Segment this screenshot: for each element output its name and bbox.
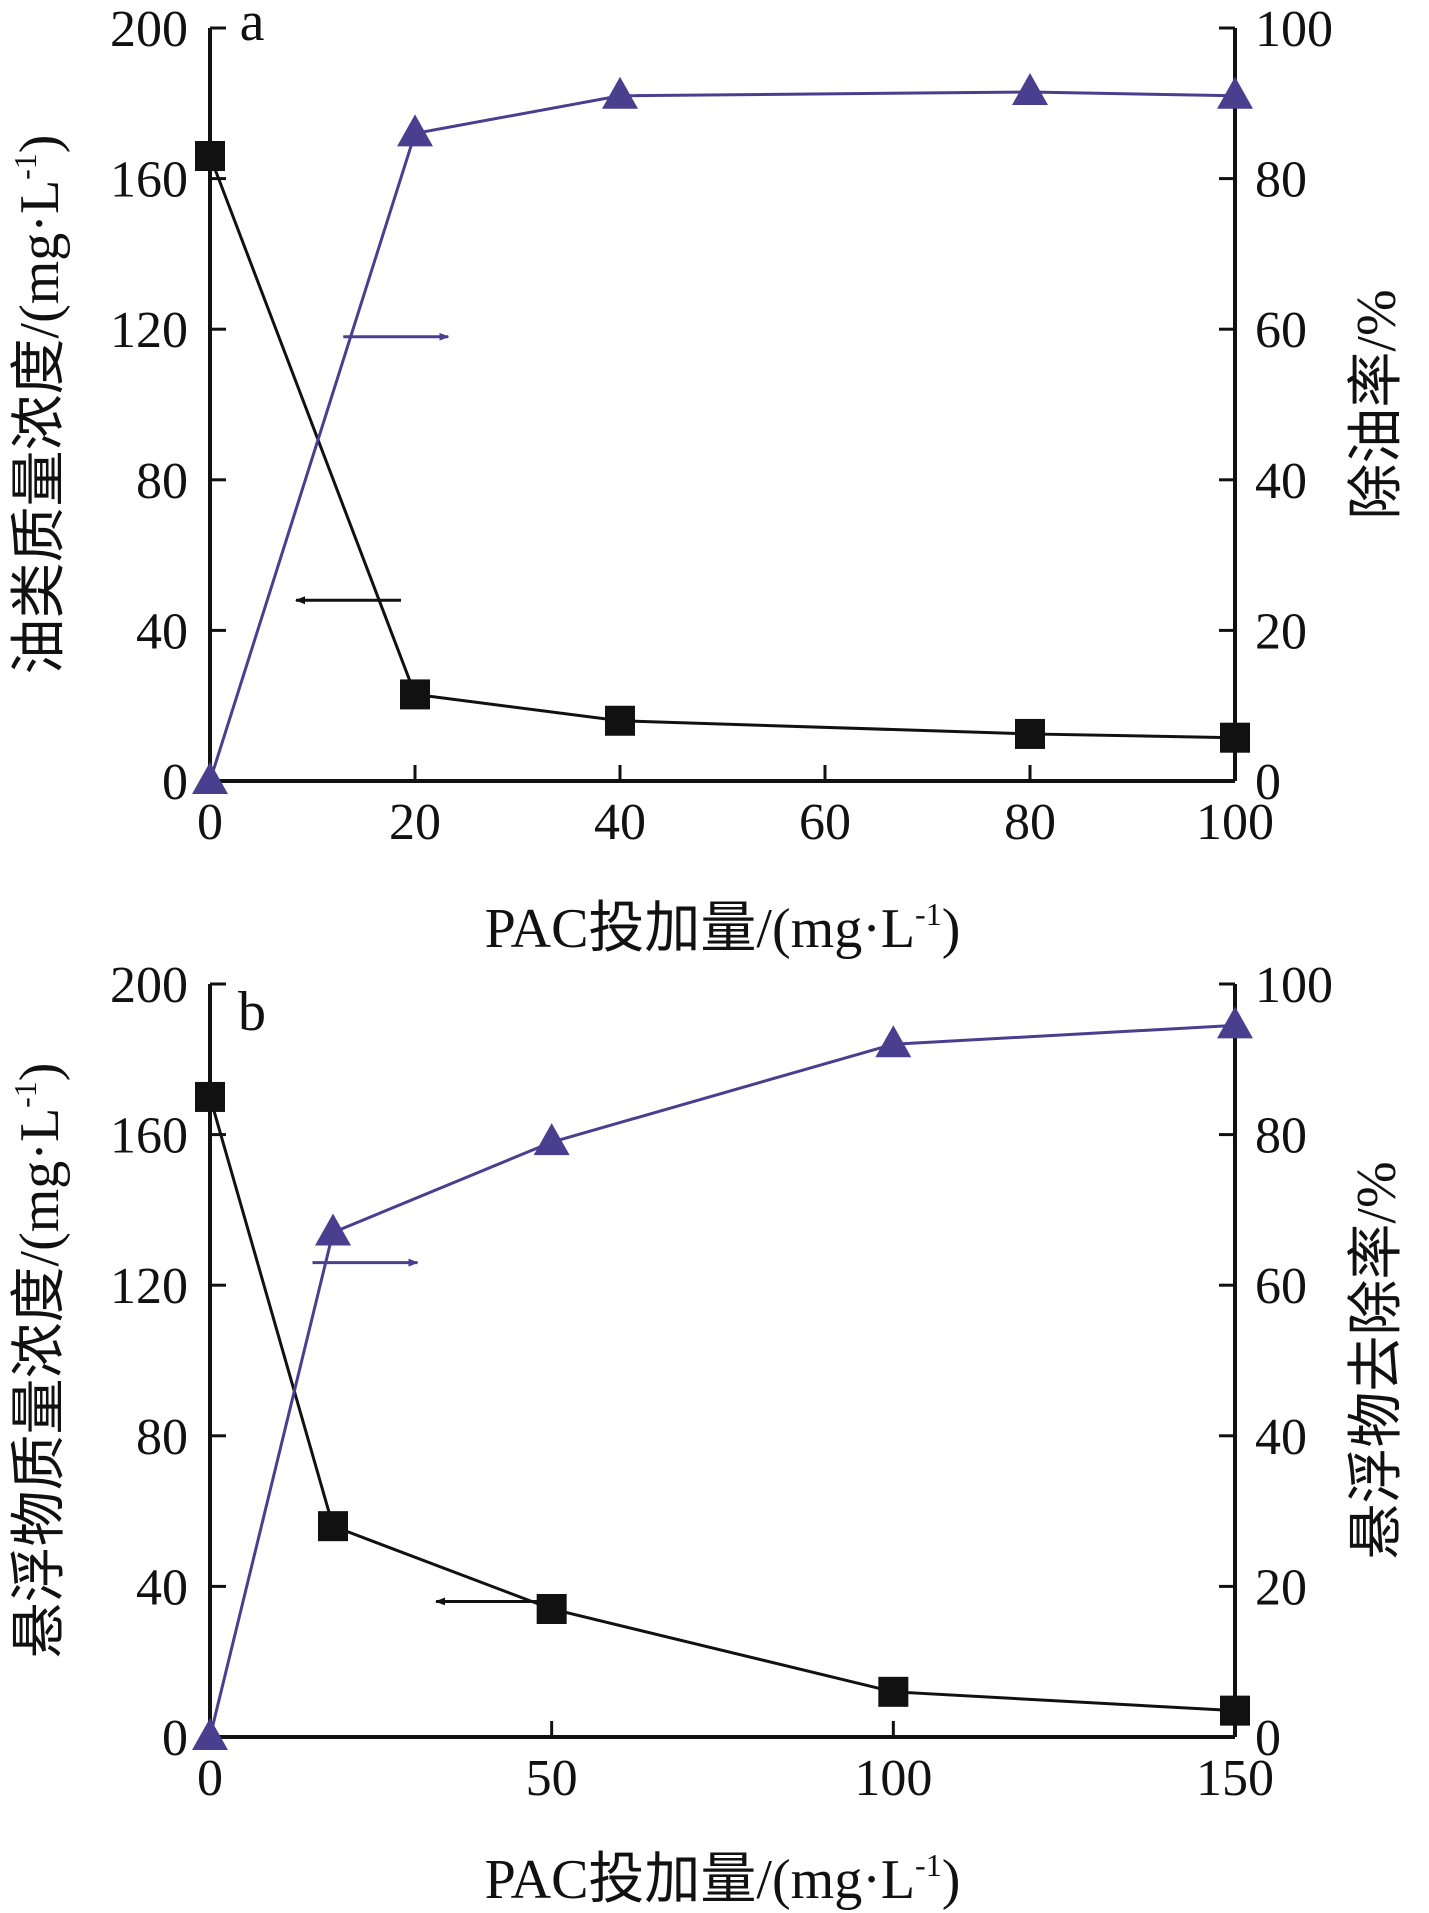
square-marker [318, 1511, 348, 1542]
right-y-tick-label: 40 [1255, 453, 1307, 510]
x-axis-label-main: PAC投加量/(mg·L [485, 898, 915, 960]
square-marker [878, 1676, 909, 1707]
triangle-marker [1217, 76, 1253, 109]
left-y-axis-label-close: ) [9, 1063, 71, 1082]
x-axis-label-sup: -1 [915, 896, 942, 932]
square-marker [536, 1593, 567, 1624]
left-y-tick-label: 40 [136, 1559, 188, 1616]
left-y-tick-label: 200 [110, 957, 188, 1014]
left-y-axis-label: 油类质量浓度/(mg·L-1) [7, 135, 71, 675]
left-y-tick-label: 40 [136, 603, 188, 660]
right-y-tick-label: 60 [1255, 302, 1307, 359]
square-marker [1220, 722, 1250, 753]
right-y-tick-label: 20 [1255, 1559, 1307, 1616]
x-tick-label: 80 [1004, 794, 1056, 851]
left-y-tick-label: 0 [162, 754, 188, 811]
left-y-tick-label: 200 [110, 1, 188, 58]
x-tick-label: 60 [799, 794, 851, 851]
x-axis-label: PAC投加量/(mg·L-1) [485, 1847, 961, 1911]
square-marker [605, 705, 635, 736]
left-y-tick-label: 160 [110, 1108, 188, 1165]
x-tick-label: 50 [526, 1750, 578, 1807]
square-marker [195, 141, 225, 172]
series-removal-rate-line [208, 1023, 1236, 1738]
right-y-tick-label: 80 [1255, 152, 1307, 209]
x-axis-label-close: ) [942, 1849, 961, 1911]
square-marker [400, 679, 430, 710]
left-y-axis-label-close: ) [9, 135, 71, 154]
left-y-tick-label: 80 [136, 1409, 188, 1466]
left-y-axis-label-sup: -1 [7, 153, 43, 180]
left-y-axis-label-sup: -1 [7, 1081, 43, 1108]
right-y-tick-label: 20 [1255, 603, 1307, 660]
left-y-tick-label: 80 [136, 453, 188, 510]
square-marker [195, 1081, 225, 1112]
x-axis-label: PAC投加量/(mg·L-1) [485, 896, 961, 960]
panel-label: b [238, 981, 266, 1043]
left-y-tick-label: 0 [162, 1710, 188, 1767]
triangle-marker [602, 76, 638, 109]
triangle-marker [1012, 73, 1048, 106]
left-y-axis-label: 悬浮物质量浓度/(mg·L-1) [7, 1063, 71, 1659]
triangle-marker [533, 1123, 570, 1156]
right-y-tick-label: 80 [1255, 1108, 1307, 1165]
x-axis-label-close: ) [942, 898, 961, 960]
triangle-marker [315, 1213, 351, 1246]
chart-panel-b: 0 50 100 15004080120160200020406080100bPAC投… [7, 957, 1408, 1911]
triangle-marker [1217, 1006, 1253, 1039]
right-y-axis-label: 除油率/% [1346, 289, 1408, 519]
x-tick-label: 20 [389, 794, 441, 851]
square-marker [1220, 1695, 1250, 1726]
series-removal-rate-line [208, 90, 1236, 782]
left-y-tick-label: 120 [110, 1258, 188, 1315]
x-tick-label: 150 [1196, 1750, 1274, 1807]
x-tick-label: 0 [197, 794, 223, 851]
right-y-tick-label: 60 [1255, 1258, 1307, 1315]
right-y-tick-label: 0 [1255, 1710, 1281, 1767]
series-concentration-line [208, 155, 1236, 740]
left-y-tick-label: 120 [110, 302, 188, 359]
square-marker [1015, 718, 1045, 749]
triangle-marker [397, 114, 433, 147]
triangle-marker [192, 762, 228, 794]
x-tick-label: 40 [594, 794, 646, 851]
x-tick-label: 100 [854, 1750, 932, 1807]
right-y-tick-label: 0 [1255, 754, 1281, 811]
right-y-tick-label: 100 [1255, 957, 1333, 1014]
triangle-marker [192, 1718, 228, 1750]
triangle-marker [875, 1025, 912, 1058]
panel-label: a [240, 0, 265, 53]
left-y-axis-label-main: 油类质量浓度/(mg·L [9, 180, 71, 675]
series-concentration-line [208, 1096, 1236, 1713]
right-y-axis-label: 悬浮物去除率/% [1346, 1161, 1408, 1559]
chart-panel-a: 0 20 40 60 80 10004080120160200020406080100aP… [7, 0, 1408, 960]
x-tick-label: 100 [1196, 794, 1274, 851]
x-axis-label-sup: -1 [915, 1847, 942, 1883]
x-axis-label-main: PAC投加量/(mg·L [485, 1849, 915, 1911]
right-y-tick-label: 100 [1255, 1, 1333, 58]
right-y-tick-label: 40 [1255, 1409, 1307, 1466]
left-y-axis-label-main: 悬浮物质量浓度/(mg·L [9, 1108, 71, 1659]
left-y-tick-label: 160 [110, 152, 188, 209]
x-tick-label: 0 [197, 1750, 223, 1807]
